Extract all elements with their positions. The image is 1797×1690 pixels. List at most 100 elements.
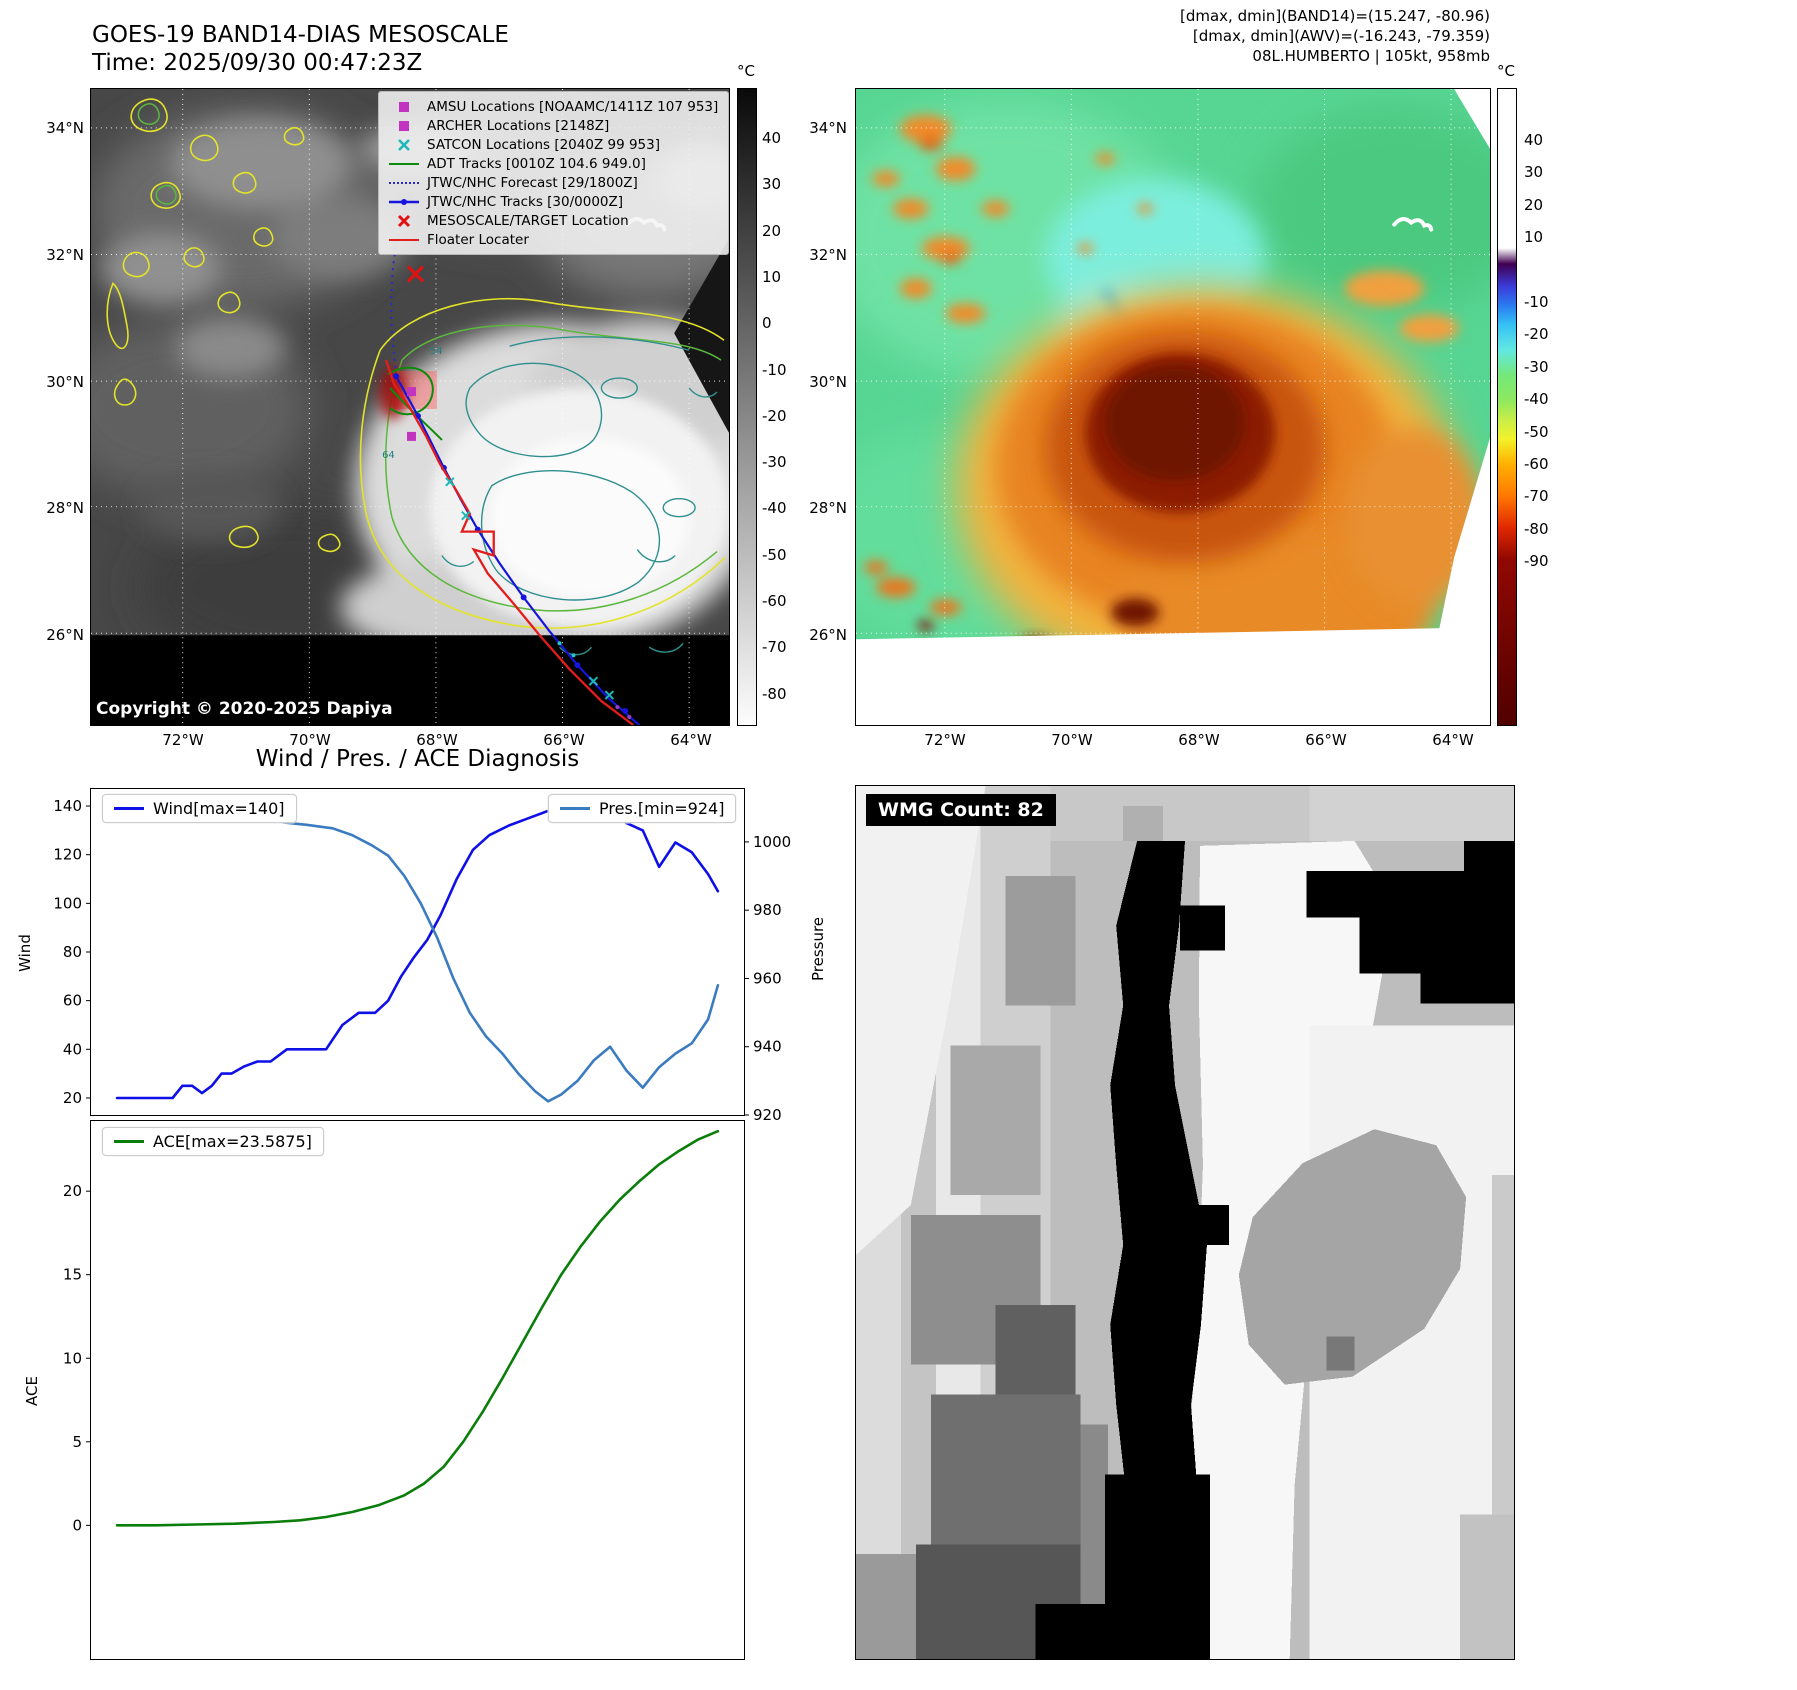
legend-item-forecast: JTWC/NHC Forecast [29/1800Z] [383,173,724,192]
wmg-mask-image [856,786,1514,1659]
panel1-lat-tick: 30°N [46,373,84,391]
forecast-dotted-line-icon [389,181,419,184]
wind-svg-left-tick: 40 [63,1040,82,1058]
wind-svg-right-tick: 960 [753,969,782,987]
wind-pressure-chart: 20 40 60 80 100 120 140 920 940 960 980 1000 [53,788,791,1124]
legend-label: SATCON Locations [2040Z 99 953] [427,136,660,153]
wind-svg-left-tick: 100 [53,894,82,912]
ace-svg-left-tick: 20 [63,1182,82,1200]
orange-warm-patches [863,114,1460,631]
storm-cdo [429,388,729,628]
panel1-lat-tick: 34°N [46,119,84,137]
panel2-lon-tick: 66°W [1305,731,1347,749]
panel2-colorbar-tick: -50 [1524,422,1549,441]
legend-label: JTWC/NHC Forecast [29/1800Z] [427,174,638,191]
legend-item-adt: ADT Tracks [0010Z 104.6 949.0] [383,154,724,173]
pres-legend: Pres.[min=924] [548,794,737,823]
contour-yellow [106,98,726,629]
panel1-colorbar-unit: °C [737,62,755,80]
legend-item-track: JTWC/NHC Tracks [30/0000Z] [383,192,724,211]
wind-svg-left-tick: 140 [53,797,82,815]
no-data-strip [856,627,1490,725]
legend-label: Floater Locater [427,231,529,248]
wind-svg-right-tick: 980 [753,901,782,919]
panel1-legend: AMSU Locations [NOAAMC/1411Z 107 953] AR… [378,91,729,255]
wind-svg-right-tick: 920 [753,1106,782,1124]
data-edge-wedge-right [1419,437,1490,725]
panel2-lat-tick: 30°N [809,373,847,391]
archer-square-icon [389,120,419,131]
panel1-lat-tick: 26°N [46,626,84,644]
archer-marker-icon [407,431,416,441]
ace-legend-label: ACE[max=23.5875] [153,1132,312,1151]
wind-legend: Wind[max=140] [102,794,297,823]
data-edge-wedge [674,238,729,433]
wind-axis-label: Wind [16,934,34,972]
wind-svg-right-tick: 940 [753,1038,782,1056]
panel1-colorbar-tick: -40 [762,499,787,518]
panel1-time: Time: 2025/09/30 00:47:23Z [92,50,423,76]
legend-label: MESOSCALE/TARGET Location [427,212,629,229]
wind-line-icon [114,807,144,810]
awv-map-panel [855,88,1491,726]
series-Wind[max=140] [115,804,720,1100]
panel2-lon-tick: 64°W [1432,731,1474,749]
wind-svg-left-tick: 120 [53,846,82,864]
panel2-colorbar-tick: -10 [1524,293,1549,311]
contour-label: 64 [382,450,395,461]
jtwc-forecast-line [390,193,411,371]
target-x-icon [389,214,419,228]
legend-label: JTWC/NHC Tracks [30/0000Z] [427,193,624,210]
series-Pres.[min=924] [115,813,720,1103]
contour-teal [441,336,718,656]
panel2-colorbar-tick: -30 [1524,357,1549,376]
wind-svg-left-tick: 20 [63,1089,82,1107]
panel2-colorbar-tick: -80 [1524,519,1549,538]
panel1-colorbar-tick: 0 [762,314,772,333]
pressure-axis-label: Pressure [809,916,827,982]
panel1-colorbar-tick: -50 [762,545,787,564]
diagnosis-title: Wind / Pres. / ACE Diagnosis [255,746,580,772]
legend-item-floater: Floater Locater [383,230,724,249]
ace-legend: ACE[max=23.5875] [102,1127,324,1156]
panel1-colorbar-tick: -70 [762,638,787,657]
storm-id-intensity: 08L.HUMBERTO | 105kt, 958mb [1252,47,1490,65]
panel1-colorbar-tick: -60 [762,592,787,610]
ace-line-icon [114,1140,144,1143]
copyright-text: Copyright © 2020-2025 Dapiya [96,699,393,719]
wmg-count-badge: WMG Count: 82 [866,794,1056,826]
panel2-colorbar [1497,88,1517,726]
panel2-colorbar-tick: 10 [1524,228,1544,247]
legend-item-amsu: AMSU Locations [NOAAMC/1411Z 107 953] [383,97,724,116]
ace-svg-left-tick: 15 [63,1266,82,1284]
satcon-x-icon [389,138,419,152]
panel2-colorbar-tick: -40 [1524,390,1549,409]
ace-svg-left-tick: 5 [72,1433,82,1451]
panel2-lon-tick: 68°W [1178,731,1220,749]
wind-legend-label: Wind[max=140] [153,799,285,818]
legend-label: AMSU Locations [NOAAMC/1411Z 107 953] [427,98,719,115]
dmax-dmin-awv: [dmax, dmin](AWV)=(-16.243, -79.359) [1192,27,1490,45]
panel1-lat-tick: 32°N [46,246,84,264]
floater-line-icon [389,238,419,241]
panel1-colorbar-tick: 40 [762,129,782,147]
storm-cold-cloud [955,288,1485,688]
panel1-lon-tick: 66°W [543,731,585,749]
latlon-grid [856,89,1490,725]
floater-locater-line [384,359,634,725]
wmg-panel [855,785,1515,1660]
panel1-lon-tick: 70°W [289,731,331,749]
panel1-colorbar-tick: -10 [762,360,787,379]
colorized-ir-image [856,89,1490,725]
panel2-colorbar-tick: -20 [1524,325,1549,344]
mesoscale-target-x-icon [406,265,425,283]
dmax-dmin-band14: [dmax, dmin](BAND14)=(15.247, -80.96) [1179,7,1490,25]
panel1-colorbar-tick: 20 [762,221,782,240]
panel2-lat-tick: 26°N [809,626,847,644]
panel2-colorbar-tick: 30 [1524,163,1544,182]
legend-item-satcon: SATCON Locations [2040Z 99 953] [383,135,724,154]
amsu-square-icon [389,101,419,112]
wind-svg-left-tick: 60 [63,992,82,1010]
misc-fix-dots [557,641,632,720]
